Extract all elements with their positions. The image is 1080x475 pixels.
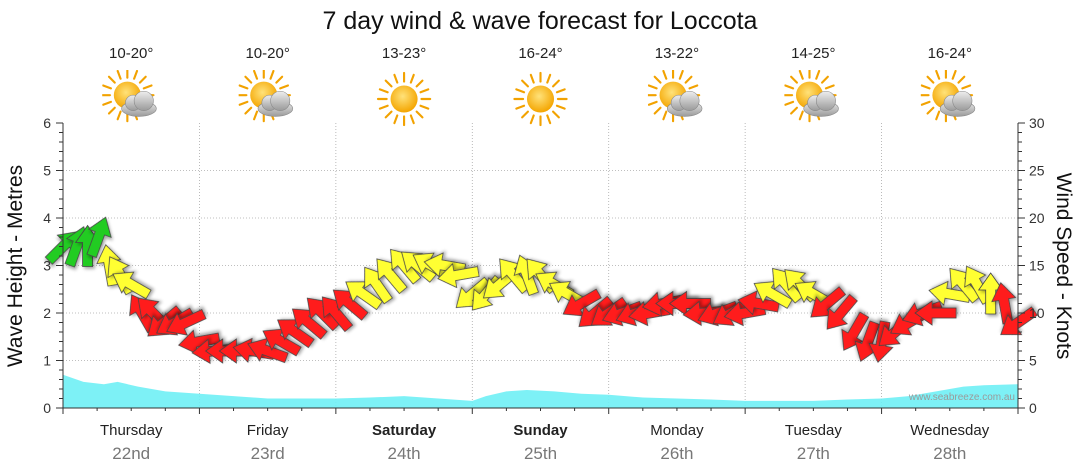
y-tick-label-left: 1	[43, 353, 51, 369]
day-date: 23rd	[251, 444, 285, 463]
y-tick-label-left: 4	[43, 210, 51, 226]
sun-icon	[376, 71, 432, 127]
partly-cloudy-sun-icon	[783, 69, 838, 121]
day-date: 22nd	[112, 444, 150, 463]
sun-icon	[513, 71, 568, 127]
daily-forecast-row: 10-20° 10-20° 13-23° 16-24° 13-22° 14-25° 16-2…	[101, 45, 975, 127]
day-name: Tuesday	[785, 422, 842, 439]
wind-arrow	[914, 300, 957, 326]
chart-axes: 0 1 2 3 4 5 6 0 5 10 15 20 25 30	[43, 115, 1045, 416]
wave-height-area	[63, 374, 1018, 408]
y-tick-label-right: 20	[1029, 210, 1045, 226]
temperature-range: 16-24°	[518, 45, 562, 62]
partly-cloudy-sun-icon	[647, 69, 702, 121]
day-date: 25th	[524, 444, 557, 463]
day-name: Saturday	[372, 422, 437, 439]
day-name: Sunday	[513, 422, 568, 439]
wind-arrow	[841, 311, 870, 351]
wind-arrow	[86, 216, 112, 259]
y-tick-label-right: 25	[1029, 163, 1045, 179]
y-tick-label-left: 5	[43, 163, 51, 179]
y-tick-label-right: 10	[1029, 305, 1045, 321]
day-name: Monday	[650, 422, 704, 439]
day-date: 24th	[388, 444, 421, 463]
wind-arrow	[437, 263, 480, 289]
day-name: Friday	[247, 422, 289, 439]
y-tick-label-right: 15	[1029, 258, 1045, 274]
y-tick-label-left: 2	[43, 305, 51, 321]
y-tick-label-left: 3	[43, 258, 51, 274]
y-axis-right-label: Wind Speed - Knots	[1052, 173, 1075, 360]
chart-title: 7 day wind & wave forecast for Loccota	[323, 7, 758, 35]
wind-arrow	[1000, 306, 1038, 336]
wave-height-series	[63, 374, 1018, 408]
wind-arrow	[166, 308, 207, 336]
day-date: 28th	[933, 444, 966, 463]
temperature-range: 13-23°	[382, 45, 426, 62]
y-tick-label-right: 30	[1029, 115, 1045, 131]
day-name: Thursday	[100, 422, 163, 439]
y-tick-label-left: 6	[43, 115, 51, 131]
watermark: www.seabreeze.com.au	[908, 392, 1015, 403]
day-date: 26th	[660, 444, 693, 463]
partly-cloudy-sun-icon	[238, 69, 293, 121]
day-labels: Thursday 22nd Friday 23rd Saturday 24th Sunday…	[100, 422, 990, 463]
temperature-range: 10-20°	[109, 45, 153, 62]
y-axis-left-label: Wave Height - Metres	[4, 165, 27, 367]
wind-arrows	[44, 216, 1038, 365]
y-tick-label-right: 5	[1029, 353, 1037, 369]
partly-cloudy-sun-icon	[920, 69, 975, 121]
wind-arrow	[737, 290, 780, 316]
day-name: Wednesday	[910, 422, 989, 439]
temperature-range: 16-24°	[928, 45, 972, 62]
temperature-range: 10-20°	[245, 45, 289, 62]
wind-arrow	[112, 271, 152, 300]
day-date: 27th	[797, 444, 830, 463]
wind-arrow	[826, 293, 858, 330]
y-tick-label-left: 0	[43, 400, 51, 416]
temperature-range: 13-22°	[655, 45, 699, 62]
temperature-range: 14-25°	[791, 45, 835, 62]
partly-cloudy-sun-icon	[101, 69, 156, 121]
y-tick-label-right: 0	[1029, 400, 1037, 416]
